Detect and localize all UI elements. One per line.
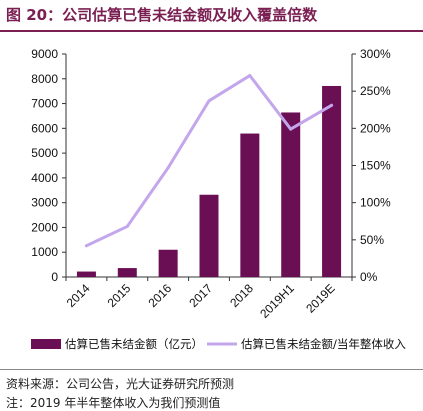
x-tick-label: 2019E <box>303 281 337 315</box>
left-tick-label: 7000 <box>31 97 58 111</box>
x-tick-label: 2014 <box>64 281 93 310</box>
bar <box>281 112 301 277</box>
line-point <box>207 99 211 103</box>
right-tick-label: 300% <box>360 47 391 61</box>
x-tick-label: 2017 <box>186 281 215 310</box>
left-tick-label: 3000 <box>31 196 58 210</box>
right-tick-label: 200% <box>360 121 391 135</box>
left-tick-label: 0 <box>51 270 58 284</box>
legend-bar-label: 估算已售未结金额（亿元） <box>65 337 203 351</box>
title-divider <box>0 30 423 32</box>
bar <box>76 271 96 277</box>
footnote: 注：2019 年半年整体收入为我们预测值 <box>6 396 221 410</box>
left-tick-label: 5000 <box>31 146 58 160</box>
left-tick-label: 2000 <box>31 220 58 234</box>
bar <box>322 85 342 277</box>
footer-divider <box>0 369 423 370</box>
right-tick-label: 50% <box>360 233 384 247</box>
x-tick-label: 2016 <box>145 281 174 310</box>
combo-chart: 0 1000 2000 3000 4000 5000 6000 7000 8000 9000 0% 5… <box>31 47 406 351</box>
line-point <box>289 127 293 131</box>
bar <box>199 194 219 277</box>
bar <box>158 249 178 277</box>
source-note: 资料来源：公司公告，光大证券研究所预测 <box>6 377 235 391</box>
left-tick-label: 9000 <box>31 47 58 61</box>
figure-title: 图 20：公司估算已售未结金额及收入覆盖倍数 <box>6 6 318 24</box>
bar <box>240 133 260 277</box>
right-tick-label: 250% <box>360 84 391 98</box>
left-tick-label: 4000 <box>31 171 58 185</box>
bar <box>117 268 137 277</box>
x-tick-label: 2018 <box>227 281 256 310</box>
line-point <box>330 103 334 107</box>
x-tick-label: 2015 <box>105 281 134 310</box>
right-tick-label: 0% <box>360 270 378 284</box>
line-point <box>248 74 252 78</box>
legend-line-label: 估算已售未结金额/当年整体收入 <box>241 337 406 351</box>
right-tick-label: 100% <box>360 196 391 210</box>
legend-bar-swatch <box>31 339 61 349</box>
line-point <box>125 224 129 228</box>
x-tick-label: 2019H1 <box>257 281 297 321</box>
left-tick-label: 1000 <box>31 245 58 259</box>
line-point <box>166 166 170 170</box>
line-point <box>84 244 88 248</box>
left-tick-label: 6000 <box>31 121 58 135</box>
left-tick-label: 8000 <box>31 72 58 86</box>
right-tick-label: 150% <box>360 159 391 173</box>
